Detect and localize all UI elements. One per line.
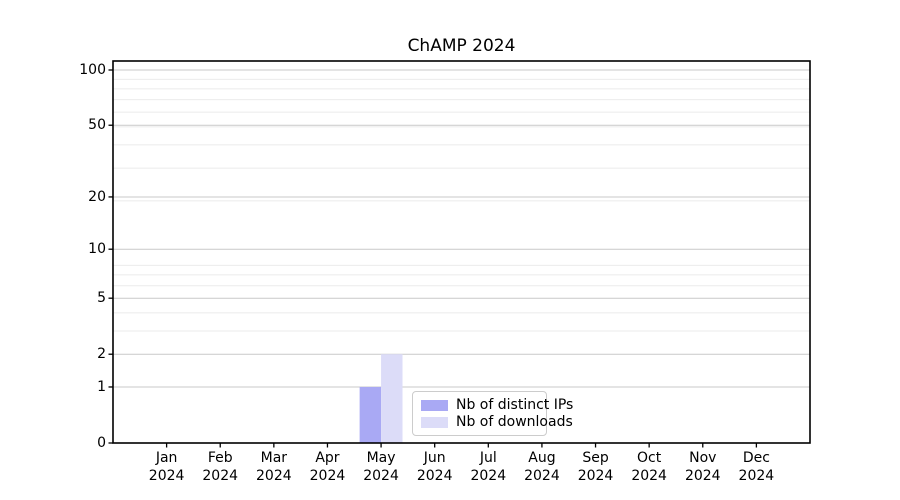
x-tick-label-sep: Sep 2024: [564, 449, 628, 485]
y-tick-label-0: 0: [97, 435, 106, 451]
x-tick-label-jul: Jul 2024: [456, 449, 520, 485]
x-tick-month: Aug: [528, 450, 556, 466]
x-tick-label-nov: Nov 2024: [671, 449, 735, 485]
y-tick-label-5: 5: [97, 290, 106, 307]
legend-item-distinct-ips: Nb of distinct IPs: [421, 397, 573, 413]
x-tick-label-apr: Apr 2024: [295, 449, 359, 485]
axes-spines: [112, 60, 811, 444]
x-tick-month: Jun: [423, 450, 446, 466]
x-tick-label-feb: Feb 2024: [188, 449, 252, 485]
legend-swatch-distinct-ips: [421, 399, 448, 411]
y-tick-label-10: 10: [88, 241, 106, 258]
x-tick-month: Dec: [742, 450, 770, 466]
x-tick-label-jan: Jan 2024: [135, 449, 199, 485]
y-tick-label-100: 100: [79, 62, 106, 78]
x-tick-year: 2024: [416, 468, 453, 484]
x-tick-month: Jul: [479, 450, 497, 466]
y-tick-label-20: 20: [88, 188, 106, 205]
x-tick-year: 2024: [738, 468, 775, 484]
x-tick-year: 2024: [363, 468, 399, 484]
y-tick-label-2: 2: [97, 346, 106, 363]
legend-item-downloads: Nb of downloads: [421, 414, 573, 430]
y-tick-label-1: 1: [97, 378, 106, 395]
x-tick-month: Sep: [582, 450, 609, 466]
x-tick-year: 2024: [470, 468, 507, 484]
x-tick-month: Jan: [155, 450, 178, 466]
x-tick-year: 2024: [577, 468, 614, 484]
x-tick-month: Nov: [689, 450, 717, 466]
x-tick-label-mar: Mar 2024: [242, 449, 306, 485]
legend-label-downloads: Nb of downloads: [456, 414, 573, 430]
x-tick-year: 2024: [256, 468, 292, 484]
legend-swatch-downloads: [421, 416, 448, 428]
bar-nb-of-distinct-ips-may: [359, 386, 382, 443]
x-tick-year: 2024: [631, 468, 667, 484]
x-tick-year: 2024: [524, 468, 560, 484]
x-tick-month: Mar: [260, 450, 288, 466]
x-tick-year: 2024: [684, 468, 721, 484]
legend-label-distinct-ips: Nb of distinct IPs: [456, 397, 574, 413]
x-tick-label-jun: Jun 2024: [403, 449, 467, 485]
x-tick-label-oct: Oct 2024: [617, 449, 681, 485]
x-tick-year: 2024: [202, 468, 239, 484]
chart-title: ChAMP 2024: [407, 36, 516, 56]
y-tick-label-50: 50: [88, 117, 106, 134]
legend: Nb of distinct IPs Nb of downloads: [412, 391, 573, 436]
x-tick-label-aug: Aug 2024: [510, 449, 574, 485]
x-tick-label-dec: Dec 2024: [724, 449, 788, 485]
bar-nb-of-downloads-may: [381, 354, 403, 443]
x-tick-year: 2024: [309, 468, 346, 484]
x-tick-month: Oct: [637, 450, 662, 466]
x-tick-month: Feb: [207, 450, 233, 466]
x-tick-year: 2024: [148, 468, 185, 484]
x-tick-label-may: May 2024: [349, 449, 413, 485]
x-tick-month: Apr: [315, 450, 340, 466]
x-tick-month: May: [366, 450, 396, 466]
